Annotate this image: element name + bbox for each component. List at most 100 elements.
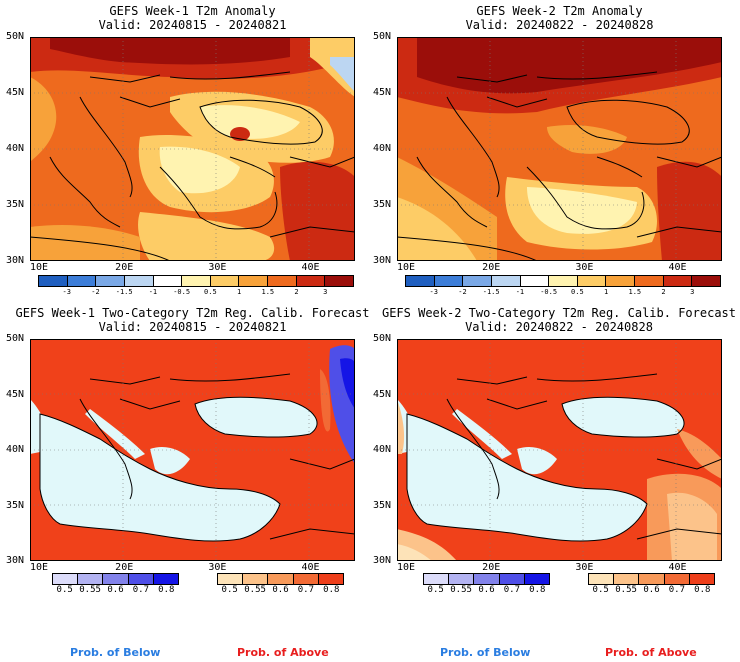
panel2-title: GEFS Week-2 T2m Anomaly Valid: 20240822 -…	[465, 4, 654, 32]
lat-label: 45N	[6, 87, 25, 98]
colorbar-swatch	[635, 276, 664, 286]
colorbar-swatch	[53, 574, 79, 584]
colorbar-swatch	[268, 276, 297, 286]
colorbar-tick: 0.55	[450, 585, 472, 595]
prob-above-label-1: Prob. of Above	[237, 646, 329, 659]
lat-label: 30N	[373, 555, 392, 566]
lat-label: 45N	[373, 87, 392, 98]
colorbar-tick: 0.55	[244, 585, 266, 595]
colorbar-tick: 0.7	[132, 585, 150, 595]
lat-label: 35N	[6, 199, 25, 210]
lon-label: 30E	[208, 562, 227, 573]
lat-label: 45N	[6, 388, 25, 400]
colorbar-swatch	[96, 276, 125, 286]
lat-label: 40N	[373, 143, 392, 154]
lat-label: 30N	[6, 255, 25, 266]
below-colorbar-1: 0.5 0.55 0.6 0.7 0.8	[52, 573, 179, 595]
lat-label: 40N	[6, 143, 25, 154]
lon-label: 20E	[482, 562, 501, 573]
colorbar-tick: 0.5	[592, 585, 609, 595]
colorbar-swatch	[692, 276, 721, 286]
lat-label: 40N	[6, 444, 25, 455]
lon-label: 30E	[208, 262, 227, 273]
colorbar-swatch	[268, 574, 294, 584]
lat-label: 30N	[6, 555, 25, 566]
colorbar-swatch	[325, 276, 354, 286]
lon-label: 20E	[115, 562, 134, 573]
colorbar-tick: 0.55	[79, 585, 101, 595]
lat-label: 35N	[373, 499, 392, 511]
colorbar-swatch	[520, 276, 550, 286]
lon-label: 20E	[115, 262, 134, 273]
colorbar-tick: 0.7	[297, 585, 315, 595]
colorbar-swatch	[318, 574, 344, 584]
colorbar-tick: -1	[148, 288, 158, 296]
lon-label: 10E	[397, 262, 416, 273]
colorbar-swatch	[124, 276, 154, 286]
colorbar-swatch	[524, 574, 550, 584]
colorbar-tick: 0.5	[571, 288, 584, 296]
lon-label: 30E	[575, 562, 594, 573]
colorbar-tick: -1	[515, 288, 525, 296]
colorbar-tick: 0.8	[529, 585, 546, 595]
lon-label: 40E	[668, 562, 687, 573]
panel1-anomaly-map	[30, 37, 355, 261]
colorbar-tick: 0.5	[427, 585, 444, 595]
colorbar-swatch	[239, 276, 269, 286]
colorbar-swatch	[153, 276, 183, 286]
colorbar-tick: 0.8	[694, 585, 711, 595]
colorbar-tick: 3	[690, 288, 695, 296]
lon-label: 40E	[668, 262, 687, 273]
panel1-title: GEFS Week-1 T2m Anomaly Valid: 20240815 -…	[98, 4, 287, 32]
colorbar-tick: 3	[323, 288, 328, 296]
colorbar-swatch	[128, 574, 154, 584]
colorbar-swatch	[549, 276, 578, 286]
colorbar-swatch	[577, 276, 607, 286]
colorbar-tick: 0.5	[221, 585, 238, 595]
panel2-anomaly-map	[397, 37, 722, 261]
colorbar-tick: -0.5	[173, 288, 191, 296]
colorbar-swatch	[296, 276, 326, 286]
colorbar-swatch	[639, 574, 665, 584]
colorbar-swatch	[218, 574, 244, 584]
colorbar-tick: 2	[294, 288, 299, 296]
colorbar-tick: -2	[91, 288, 100, 296]
colorbar-swatch	[182, 276, 211, 286]
lon-label: 40E	[301, 262, 320, 273]
colorbar-swatch	[293, 574, 319, 584]
colorbar-swatch	[463, 276, 492, 286]
lon-label: 30E	[575, 262, 594, 273]
colorbar-tick: -1.5	[115, 288, 133, 296]
colorbar-swatch	[614, 574, 640, 584]
colorbar-swatch	[103, 574, 129, 584]
colorbar-tick: 0.5	[56, 585, 73, 595]
above-colorbar-1: 0.5 0.55 0.6 0.7 0.8	[217, 573, 344, 595]
panel4-probability-map	[397, 339, 722, 561]
colorbar-swatch	[474, 574, 500, 584]
colorbar-swatch	[589, 574, 615, 584]
colorbar-tick: 2	[661, 288, 666, 296]
colorbar-tick: -0.5	[540, 288, 558, 296]
lon-label: 40E	[301, 562, 320, 573]
colorbar-tick: -3	[62, 288, 71, 296]
colorbar-swatch	[491, 276, 521, 286]
anomaly-colorbar-1: -3 -2 -1.5 -1 -0.5 0.5 1 1.5 2 3	[38, 275, 354, 296]
lat-label: 50N	[6, 31, 25, 42]
panel3-title: GEFS Week-1 Two-Category T2m Reg. Calib.…	[15, 306, 370, 334]
colorbar-tick: 0.6	[478, 585, 495, 595]
colorbar-swatch	[434, 276, 464, 286]
anomaly-colorbar-2: -3 -2 -1.5 -1 -0.5 0.5 1 1.5 2 3	[405, 275, 721, 296]
lat-label: 50N	[373, 333, 392, 344]
colorbar-tick: 1	[603, 288, 609, 296]
colorbar-tick: -1.5	[482, 288, 500, 296]
lon-label: 10E	[397, 562, 416, 573]
colorbar-tick: 0.6	[643, 585, 660, 595]
colorbar-tick: 0.55	[615, 585, 637, 595]
lat-label: 35N	[373, 199, 392, 210]
lon-label: 20E	[482, 262, 501, 273]
colorbar-swatch	[449, 574, 475, 584]
colorbar-tick: 0.6	[107, 585, 124, 595]
colorbar-swatch	[663, 276, 693, 286]
lat-label: 35N	[6, 499, 25, 511]
panel3-probability-map	[30, 339, 355, 561]
